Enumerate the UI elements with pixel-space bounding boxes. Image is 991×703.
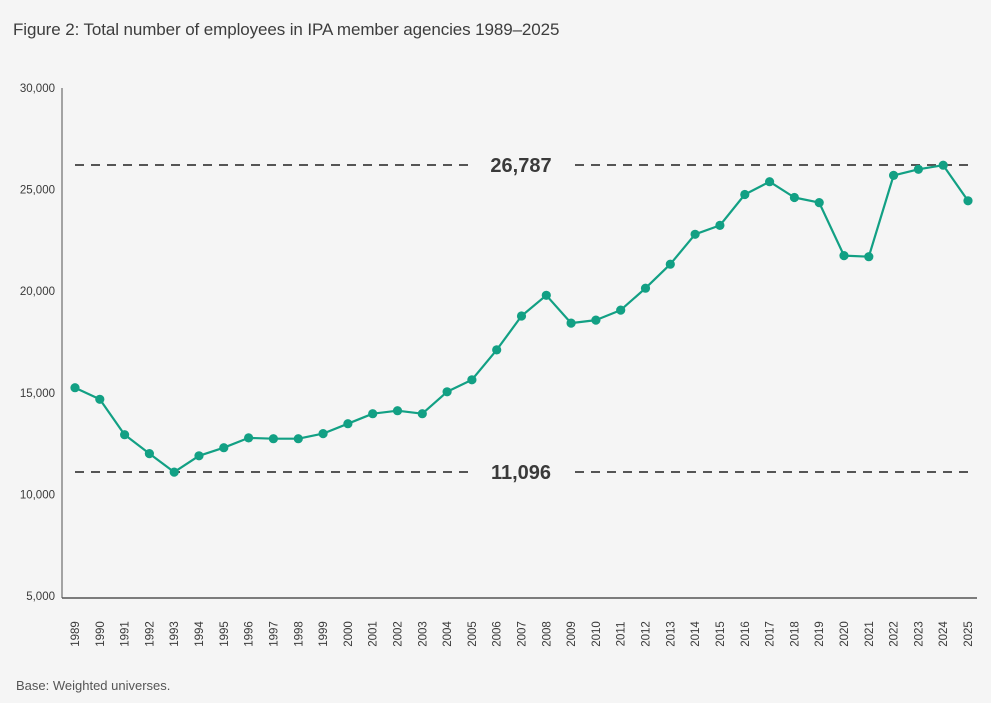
data-point bbox=[392, 406, 403, 416]
data-point bbox=[492, 345, 502, 355]
x-tick-label: 1994 bbox=[194, 621, 206, 647]
x-tick-label: 2018 bbox=[789, 621, 801, 647]
x-tick-label: 1998 bbox=[293, 621, 305, 647]
x-tick-label: 1993 bbox=[169, 621, 181, 647]
x-tick-label: 2024 bbox=[938, 621, 950, 647]
x-tick-label: 1995 bbox=[219, 621, 231, 647]
x-tick-label: 1992 bbox=[144, 621, 156, 647]
x-tick-label: 2002 bbox=[392, 621, 404, 647]
series bbox=[70, 160, 973, 477]
reference-label: 11,096 bbox=[491, 462, 551, 484]
x-tick-label: 1999 bbox=[318, 621, 330, 647]
data-point bbox=[715, 220, 725, 230]
data-point bbox=[244, 433, 254, 443]
x-tick-label: 1996 bbox=[244, 621, 256, 647]
x-tick-label: 1990 bbox=[95, 621, 107, 647]
reference-label: 26,787 bbox=[490, 155, 551, 177]
x-tick-label: 2016 bbox=[740, 621, 752, 647]
data-point bbox=[541, 290, 551, 300]
x-tick-label: 1989 bbox=[70, 621, 82, 647]
data-point bbox=[144, 449, 154, 459]
data-point bbox=[839, 251, 849, 261]
x-tick-label: 2006 bbox=[492, 621, 504, 647]
data-point bbox=[442, 387, 452, 397]
x-tick-label: 2004 bbox=[442, 621, 454, 647]
data-point bbox=[814, 198, 824, 208]
footnote: Base: Weighted universes. bbox=[16, 678, 171, 693]
y-tick-label: 25,000 bbox=[20, 185, 55, 197]
data-point bbox=[591, 315, 601, 325]
data-point bbox=[789, 192, 800, 203]
data-point bbox=[616, 305, 626, 315]
data-point bbox=[219, 443, 229, 453]
x-tick-label: 2003 bbox=[417, 621, 429, 647]
x-tick-label: 2011 bbox=[616, 622, 628, 647]
data-point bbox=[864, 252, 874, 262]
x-tick-label: 2010 bbox=[591, 621, 603, 647]
data-point bbox=[889, 170, 899, 180]
data-point bbox=[640, 283, 651, 293]
data-point bbox=[70, 383, 80, 393]
data-point bbox=[566, 318, 576, 328]
data-point bbox=[690, 229, 700, 239]
x-tick-label: 2022 bbox=[889, 621, 901, 647]
data-point bbox=[963, 196, 973, 206]
y-tick-label: 5,000 bbox=[26, 591, 55, 603]
data-point bbox=[169, 467, 179, 477]
axes: 5,000 10,000 15,000 20,000 25,000 30,000 1989 1… bbox=[20, 83, 977, 647]
x-tick-label: 2017 bbox=[765, 621, 777, 647]
data-point bbox=[665, 259, 675, 269]
data-point bbox=[417, 409, 427, 419]
y-tick-label: 15,000 bbox=[20, 388, 55, 400]
data-point bbox=[194, 451, 204, 461]
x-tick-label: 2001 bbox=[368, 621, 380, 647]
x-tick-label: 2015 bbox=[715, 621, 727, 647]
chart-title: Figure 2: Total number of employees in I… bbox=[13, 20, 560, 39]
data-point bbox=[765, 177, 775, 187]
y-tick-label: 10,000 bbox=[20, 489, 55, 501]
data-point bbox=[740, 189, 750, 200]
data-point bbox=[120, 430, 130, 440]
x-tick-label: 1991 bbox=[120, 621, 132, 647]
data-point bbox=[293, 434, 303, 444]
x-tick-label: 2009 bbox=[566, 621, 578, 647]
x-tick-label: 2008 bbox=[541, 621, 553, 647]
x-tick-label: 2025 bbox=[963, 621, 975, 647]
y-tick-label: 20,000 bbox=[20, 286, 55, 298]
x-tick-label: 1997 bbox=[268, 621, 280, 647]
data-point bbox=[318, 429, 328, 439]
x-tick-label: 2014 bbox=[690, 621, 702, 647]
x-tick-label: 2019 bbox=[814, 621, 826, 647]
x-tick-label: 2023 bbox=[913, 621, 925, 647]
data-point bbox=[95, 394, 105, 404]
data-point bbox=[343, 419, 353, 429]
y-tick-label: 30,000 bbox=[20, 83, 55, 95]
x-tick-label: 2000 bbox=[343, 621, 355, 647]
reference-lines: 26,787 11,096 bbox=[75, 155, 968, 484]
x-tick-label: 2012 bbox=[641, 621, 653, 647]
x-tick-label: 2020 bbox=[839, 621, 851, 647]
data-point bbox=[913, 164, 924, 174]
data-point bbox=[268, 434, 278, 444]
data-point bbox=[368, 409, 378, 419]
x-tick-label: 2021 bbox=[864, 621, 876, 647]
data-point bbox=[467, 375, 477, 385]
x-tick-label: 2007 bbox=[517, 621, 529, 647]
data-point bbox=[938, 160, 948, 170]
x-tick-label: 2013 bbox=[665, 621, 677, 647]
data-point bbox=[516, 311, 527, 321]
x-tick-label: 2005 bbox=[467, 621, 479, 647]
